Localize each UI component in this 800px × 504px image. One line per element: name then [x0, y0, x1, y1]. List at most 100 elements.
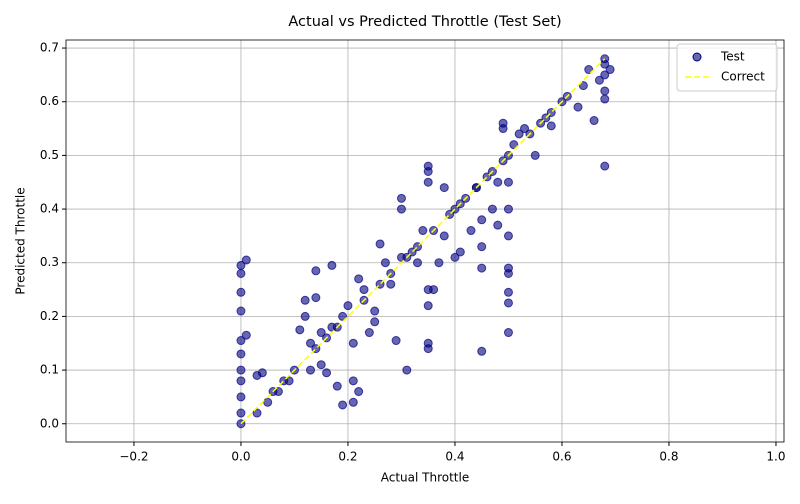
scatter-point: [466, 226, 476, 236]
scatter-point: [600, 161, 610, 171]
scatter-point: [316, 328, 326, 338]
scatter-point: [600, 94, 610, 104]
scatter-point: [396, 204, 406, 214]
y-tick-label: 0.3: [40, 255, 59, 269]
scatter-point: [455, 247, 465, 257]
scatter-point: [338, 400, 348, 410]
scatter-point: [578, 81, 588, 91]
y-tick-label: 0.7: [40, 41, 59, 55]
y-tick-label: 0.6: [40, 94, 59, 108]
scatter-point: [546, 121, 556, 131]
scatter-point: [477, 242, 487, 252]
scatter-point: [386, 279, 396, 289]
scatter-point: [423, 301, 433, 311]
scatter-point: [241, 255, 251, 265]
scatter-point: [503, 287, 513, 297]
scatter-point: [236, 268, 246, 278]
scatter-point: [594, 75, 604, 85]
x-tick-label: 1.0: [766, 450, 785, 464]
scatter-point: [413, 258, 423, 268]
scatter-point: [236, 408, 246, 418]
scatter-point: [241, 330, 251, 340]
scatter-point: [487, 204, 497, 214]
scatter-point: [370, 306, 380, 316]
scatter-point: [477, 346, 487, 356]
scatter-point: [391, 336, 401, 346]
y-tick-label: 0.0: [40, 416, 59, 430]
scatter-point: [600, 59, 610, 69]
scatter-point: [236, 287, 246, 297]
scatter-point: [584, 65, 594, 75]
y-tick-label: 0.2: [40, 309, 59, 323]
scatter-point: [252, 408, 262, 418]
scatter-point: [348, 338, 358, 348]
scatter-point: [450, 252, 460, 262]
x-tick-label: 0.6: [552, 450, 571, 464]
scatter-point: [503, 231, 513, 241]
x-axis-label: Actual Throttle: [381, 471, 469, 485]
scatter-point: [322, 368, 332, 378]
scatter-point: [354, 274, 364, 284]
scatter-point: [236, 365, 246, 375]
scatter-point: [439, 183, 449, 193]
scatter-point: [423, 177, 433, 187]
reference-line: [240, 58, 606, 425]
scatter-point: [503, 298, 513, 308]
chart-title: Actual vs Predicted Throttle (Test Set): [288, 14, 561, 30]
scatter-point: [311, 293, 321, 303]
legend-label: Correct: [721, 70, 765, 84]
scatter-point: [327, 260, 337, 270]
scatter-point: [503, 328, 513, 338]
legend-label: Test: [720, 50, 745, 64]
scatter-point: [503, 204, 513, 214]
scatter-point: [348, 397, 358, 407]
scatter-point: [600, 70, 610, 80]
scatter-point: [380, 258, 390, 268]
scatter-point: [498, 124, 508, 134]
scatter-point: [370, 317, 380, 327]
plot-frame: [65, 39, 785, 443]
scatter-point: [316, 360, 326, 370]
scatter-point: [338, 311, 348, 321]
scatter-point: [509, 140, 519, 150]
scatter-point: [477, 263, 487, 273]
scatter-point: [493, 177, 503, 187]
scatter-point: [493, 220, 503, 230]
scatter-point: [354, 387, 364, 397]
x-tick-label: 0.4: [445, 450, 464, 464]
x-tick-label: 0.2: [338, 450, 357, 464]
scatter-point: [359, 285, 369, 295]
scatter-point: [306, 365, 316, 375]
scatter-point: [418, 226, 428, 236]
scatter-point: [343, 301, 353, 311]
scatter-point: [573, 102, 583, 112]
scatter-point: [263, 397, 273, 407]
scatter-point: [503, 177, 513, 187]
scatter-point: [236, 392, 246, 402]
scatter-point: [396, 193, 406, 203]
scatter-point: [348, 376, 358, 386]
scatter-point: [236, 260, 246, 270]
legend-marker: [692, 52, 702, 62]
scatter-point: [236, 349, 246, 359]
y-tick-label: 0.1: [40, 363, 59, 377]
scatter-point: [514, 129, 524, 139]
scatter-point: [477, 215, 487, 225]
scatter-point: [429, 285, 439, 295]
scatter-point: [503, 268, 513, 278]
scatter-point: [589, 116, 599, 126]
scatter-point: [402, 365, 412, 375]
y-axis-label: Predicted Throttle: [14, 187, 28, 294]
x-tick-label: −0.2: [119, 450, 148, 464]
scatter-point: [423, 166, 433, 176]
y-tick-label: 0.4: [40, 202, 59, 216]
scatter-point: [236, 336, 246, 346]
scatter-point: [300, 295, 310, 305]
scatter-point: [300, 311, 310, 321]
scatter-point: [364, 328, 374, 338]
scatter-point: [236, 376, 246, 386]
y-tick-label: 0.5: [40, 148, 59, 162]
scatter-point: [520, 124, 530, 134]
scatter-point: [423, 344, 433, 354]
